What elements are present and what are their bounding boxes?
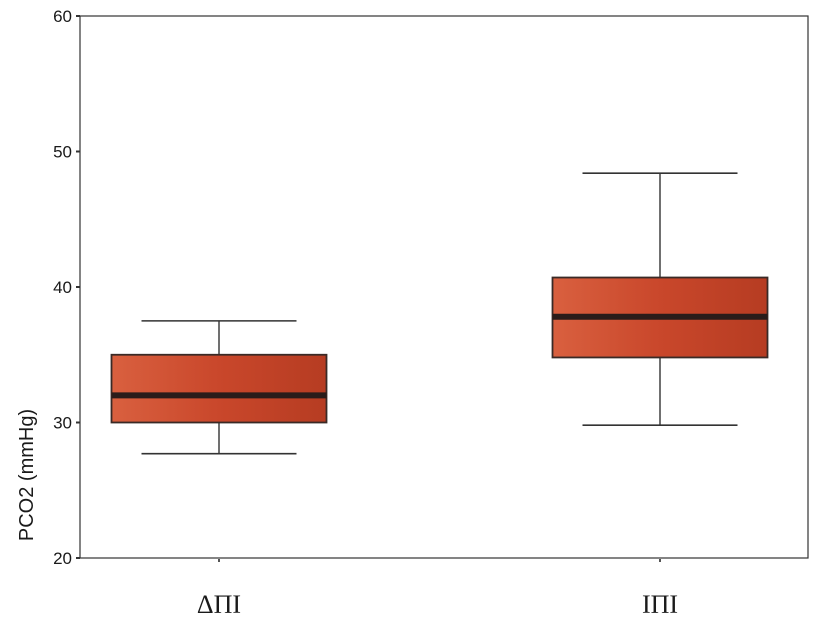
y-tick-label: 40 [53,278,72,297]
y-tick-label: 50 [53,143,72,162]
y-tick-label: 60 [53,7,72,26]
y-axis: 20 30 40 50 60 [53,7,80,568]
y-tick-label: 20 [53,549,72,568]
y-axis-title: PCO2 (mmHg) [16,409,38,541]
x-category-label: ΙΠΙ [642,590,678,619]
y-tick-label: 30 [53,414,72,433]
x-category-label: ΔΠΙ [197,590,241,619]
boxes-group [110,172,769,455]
x-axis: ΔΠΙ ΙΠΙ [197,559,678,619]
iqr-box [110,353,328,424]
box-2 [551,172,769,427]
box-1 [110,320,328,455]
